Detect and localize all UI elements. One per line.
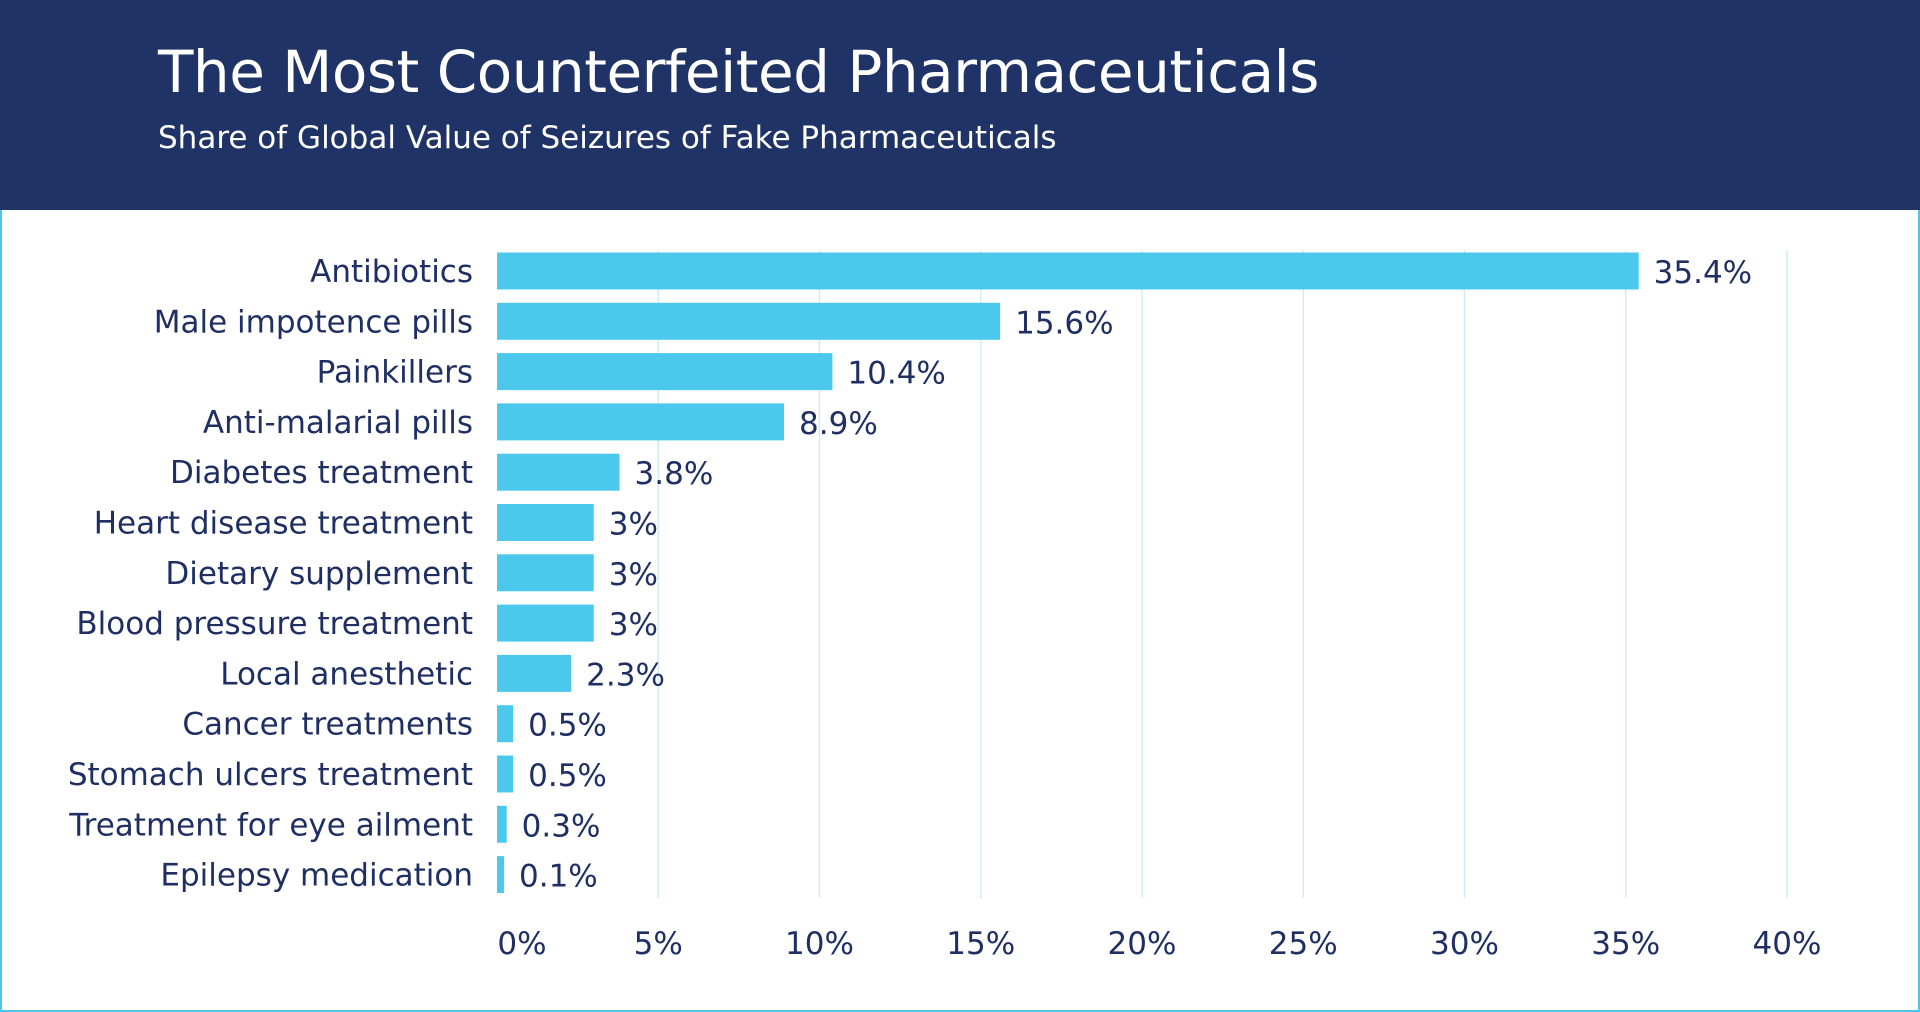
category-label: Treatment for eye ailment [68, 807, 473, 843]
bar [497, 504, 594, 541]
value-label: 35.4% [1654, 255, 1752, 291]
bars [497, 252, 1639, 894]
bar [497, 453, 620, 491]
category-label: Cancer treatments [182, 707, 473, 743]
x-tick-label: 30% [1430, 926, 1499, 962]
x-tick-label: 5% [634, 926, 683, 962]
value-label: 8.9% [799, 406, 878, 442]
bar [497, 654, 572, 692]
bar [497, 856, 504, 894]
chart-subtitle: Share of Global Value of Seizures of Fak… [158, 120, 1057, 156]
value-label: 3% [609, 607, 658, 643]
category-label: Diabetes treatment [170, 455, 473, 491]
x-tick-label: 10% [785, 926, 854, 962]
bar [497, 353, 833, 391]
category-label: Blood pressure treatment [76, 606, 473, 642]
category-labels: Antibiotics Male impotence pills Painkille… [68, 254, 473, 894]
bar [497, 252, 1639, 290]
category-label: Dietary supplement [165, 556, 473, 592]
gridlines [657, 250, 1788, 898]
value-label: 3% [609, 557, 658, 593]
value-labels: 35.4% 15.6% 10.4% 8.9% 3.8% 3% 3% 3% 2.3% 0.5% 0.5… [519, 255, 1752, 895]
bar [497, 403, 785, 441]
value-label: 0.1% [519, 859, 598, 895]
category-label: Male impotence pills [154, 304, 473, 340]
category-label: Painkillers [317, 355, 473, 391]
value-label: 3% [609, 507, 658, 543]
value-label: 2.3% [586, 657, 665, 693]
x-tick-label: 35% [1591, 926, 1660, 962]
x-tick-label: 25% [1269, 926, 1338, 962]
chart-title: The Most Counterfeited Pharmaceuticals [158, 38, 1320, 106]
chart-header: The Most Counterfeited Pharmaceuticals S… [0, 0, 1920, 210]
value-label: 0.3% [522, 808, 601, 844]
bar [497, 302, 1001, 340]
category-label: Anti-malarial pills [203, 405, 473, 441]
x-tick-label: 0% [497, 926, 546, 962]
value-label: 3.8% [635, 456, 714, 492]
category-label: Local anesthetic [220, 656, 473, 692]
category-label: Stomach ulcers treatment [68, 757, 473, 793]
x-tick-label: 40% [1753, 926, 1822, 962]
bar [497, 554, 594, 592]
bar [497, 755, 514, 793]
x-tick-label: 15% [946, 926, 1015, 962]
value-label: 0.5% [528, 708, 607, 744]
bar [497, 805, 507, 843]
value-label: 0.5% [528, 758, 607, 794]
value-label: 15.6% [1015, 305, 1113, 341]
x-tick-labels: 0% 5% 10% 15% 20% 25% 30% 35% 40% [497, 926, 1821, 962]
category-label: Heart disease treatment [94, 506, 473, 542]
category-label: Antibiotics [310, 254, 473, 290]
value-label: 10.4% [847, 356, 945, 392]
bar [497, 705, 514, 743]
category-label: Epilepsy medication [160, 858, 473, 894]
x-tick-label: 20% [1108, 926, 1177, 962]
bar [497, 604, 594, 642]
